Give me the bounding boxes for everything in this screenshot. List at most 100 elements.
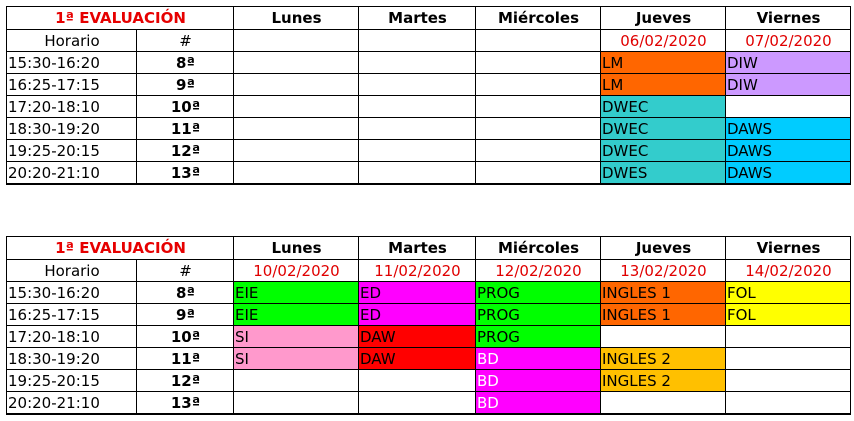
table-row: 19:25-20:15 12ª DWEC DAWS <box>6 139 851 162</box>
subject-cell <box>358 117 476 140</box>
subject-cell <box>233 391 359 415</box>
time-slot: 16:25-17:15 <box>6 73 137 96</box>
subject-cell <box>725 95 851 118</box>
time-slot: 19:25-20:15 <box>6 139 137 162</box>
day-header-1: Martes <box>358 6 476 30</box>
table-row: 15:30-16:20 8ª EIE ED PROG INGLES 1 FOL <box>6 281 851 304</box>
date-row: Horario #06/02/2020 07/02/2020 <box>6 29 851 52</box>
date-cell-0 <box>233 29 359 52</box>
subject-cell <box>475 51 601 74</box>
table-row: 18:30-19:20 11ª DWEC DAWS <box>6 117 851 140</box>
time-slot: 16:25-17:15 <box>6 303 137 326</box>
subject-cell <box>358 73 476 96</box>
time-slot: 17:20-18:10 <box>6 325 137 348</box>
session-number: 9ª <box>136 73 234 96</box>
date-cell-2: 12/02/2020 <box>475 259 601 282</box>
subject-cell <box>233 95 359 118</box>
session-number: 11ª <box>136 347 234 370</box>
schedule-table-week-1: 1ª EVALUACIÓN Lunes Martes Miércoles Jueves V… <box>6 6 851 185</box>
subject-cell: SI <box>233 347 359 370</box>
subject-cell: PROG <box>475 281 601 304</box>
schedule-table-week-2: 1ª EVALUACIÓN Lunes Martes Miércoles Jueves V… <box>6 236 851 415</box>
subject-cell: DAWS <box>725 117 851 140</box>
subject-cell: DWEC <box>600 95 726 118</box>
subject-cell: BD <box>475 369 601 392</box>
time-slot: 15:30-16:20 <box>6 281 137 304</box>
subject-cell: LM <box>600 51 726 74</box>
date-cell-1 <box>358 29 476 52</box>
subject-cell: EIE <box>233 281 359 304</box>
subject-cell <box>725 369 851 392</box>
subject-cell: FOL <box>725 303 851 326</box>
date-cell-2 <box>475 29 601 52</box>
session-number: 9ª <box>136 303 234 326</box>
subject-cell <box>233 51 359 74</box>
subject-cell: INGLES 2 <box>600 369 726 392</box>
subject-cell <box>475 139 601 162</box>
day-header-1: Martes <box>358 236 476 260</box>
subject-cell <box>358 95 476 118</box>
subject-cell <box>725 391 851 415</box>
subject-cell <box>358 161 476 185</box>
session-number: 12ª <box>136 139 234 162</box>
time-slot: 19:25-20:15 <box>6 369 137 392</box>
subject-cell: DIW <box>725 51 851 74</box>
subject-cell <box>475 161 601 185</box>
subject-cell: DAWS <box>725 161 851 185</box>
evaluation-title: 1ª EVALUACIÓN <box>6 6 234 30</box>
subject-cell <box>233 73 359 96</box>
session-number: 12ª <box>136 369 234 392</box>
table-row: 17:20-18:10 10ª SI DAW PROG <box>6 325 851 348</box>
header-row: 1ª EVALUACIÓN Lunes Martes Miércoles Jueves V… <box>6 6 851 30</box>
day-header-3: Jueves <box>600 236 726 260</box>
day-header-0: Lunes <box>233 6 359 30</box>
subject-cell: DAW <box>358 325 476 348</box>
day-header-4: Viernes <box>725 6 851 30</box>
subject-cell: DWES <box>600 161 726 185</box>
subject-cell <box>475 95 601 118</box>
table-row: 19:25-20:15 12ª BD INGLES 2 <box>6 369 851 392</box>
table-row: 20:20-21:10 13ª DWES DAWS <box>6 161 851 185</box>
time-slot: 18:30-19:20 <box>6 117 137 140</box>
date-cell-0: 10/02/2020 <box>233 259 359 282</box>
time-slot: 20:20-21:10 <box>6 391 137 415</box>
subject-cell: DWEC <box>600 117 726 140</box>
table-row: 15:30-16:20 8ª LM DIW <box>6 51 851 74</box>
horario-header: Horario <box>6 259 137 282</box>
number-header: # <box>136 29 234 52</box>
subject-cell: DAWS <box>725 139 851 162</box>
subject-cell: DAW <box>358 347 476 370</box>
subject-cell: PROG <box>475 303 601 326</box>
day-header-2: Miércoles <box>475 6 601 30</box>
subject-cell: INGLES 2 <box>600 347 726 370</box>
subject-cell <box>358 391 476 415</box>
number-header: # <box>136 259 234 282</box>
session-number: 13ª <box>136 391 234 415</box>
time-slot: 18:30-19:20 <box>6 347 137 370</box>
subject-cell <box>233 161 359 185</box>
time-slot: 20:20-21:10 <box>6 161 137 185</box>
session-number: 8ª <box>136 281 234 304</box>
day-header-2: Miércoles <box>475 236 601 260</box>
date-cell-4: 14/02/2020 <box>725 259 851 282</box>
table-row: 20:20-21:10 13ª BD <box>6 391 851 415</box>
subject-cell: EIE <box>233 303 359 326</box>
date-row: Horario #10/02/2020 11/02/2020 12/02/2020 13… <box>6 259 851 282</box>
subject-cell <box>358 51 476 74</box>
subject-cell <box>233 139 359 162</box>
subject-cell: BD <box>475 391 601 415</box>
date-cell-3: 13/02/2020 <box>600 259 726 282</box>
table-row: 16:25-17:15 9ª EIE ED PROG INGLES 1 FOL <box>6 303 851 326</box>
subject-cell: FOL <box>725 281 851 304</box>
table-row: 16:25-17:15 9ª LM DIW <box>6 73 851 96</box>
date-cell-4: 07/02/2020 <box>725 29 851 52</box>
date-cell-1: 11/02/2020 <box>358 259 476 282</box>
day-header-4: Viernes <box>725 236 851 260</box>
header-row: 1ª EVALUACIÓN Lunes Martes Miércoles Jueves V… <box>6 236 851 260</box>
table-row: 18:30-19:20 11ª SI DAW BD INGLES 2 <box>6 347 851 370</box>
subject-cell: ED <box>358 303 476 326</box>
day-header-0: Lunes <box>233 236 359 260</box>
subject-cell <box>600 325 726 348</box>
subject-cell: INGLES 1 <box>600 281 726 304</box>
evaluation-title: 1ª EVALUACIÓN <box>6 236 234 260</box>
